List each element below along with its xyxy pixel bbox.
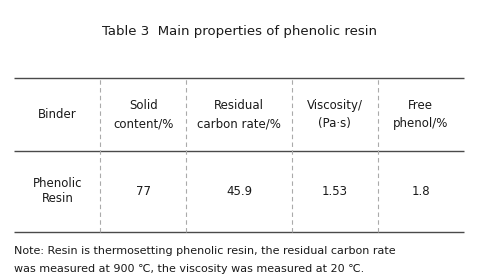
Text: was measured at 900 ℃, the viscosity was measured at 20 ℃.: was measured at 900 ℃, the viscosity was… <box>14 264 365 274</box>
Text: Residual: Residual <box>214 99 264 112</box>
Text: Note: Resin is thermosetting phenolic resin, the residual carbon rate: Note: Resin is thermosetting phenolic re… <box>14 246 396 256</box>
Text: content/%: content/% <box>113 117 174 130</box>
Text: Solid: Solid <box>129 99 158 112</box>
Text: Viscosity/: Viscosity/ <box>306 99 363 112</box>
Text: Phenolic
Resin: Phenolic Resin <box>33 177 82 205</box>
Text: Free: Free <box>408 99 433 112</box>
Text: 1.53: 1.53 <box>322 185 348 198</box>
Text: 1.8: 1.8 <box>412 185 430 198</box>
Text: 45.9: 45.9 <box>226 185 252 198</box>
Text: (Pa·s): (Pa·s) <box>318 117 351 130</box>
Text: carbon rate/%: carbon rate/% <box>197 117 281 130</box>
Text: Binder: Binder <box>38 108 77 121</box>
Text: phenol/%: phenol/% <box>393 117 448 130</box>
Text: Table 3  Main properties of phenolic resin: Table 3 Main properties of phenolic resi… <box>101 25 377 38</box>
Text: 77: 77 <box>136 185 151 198</box>
